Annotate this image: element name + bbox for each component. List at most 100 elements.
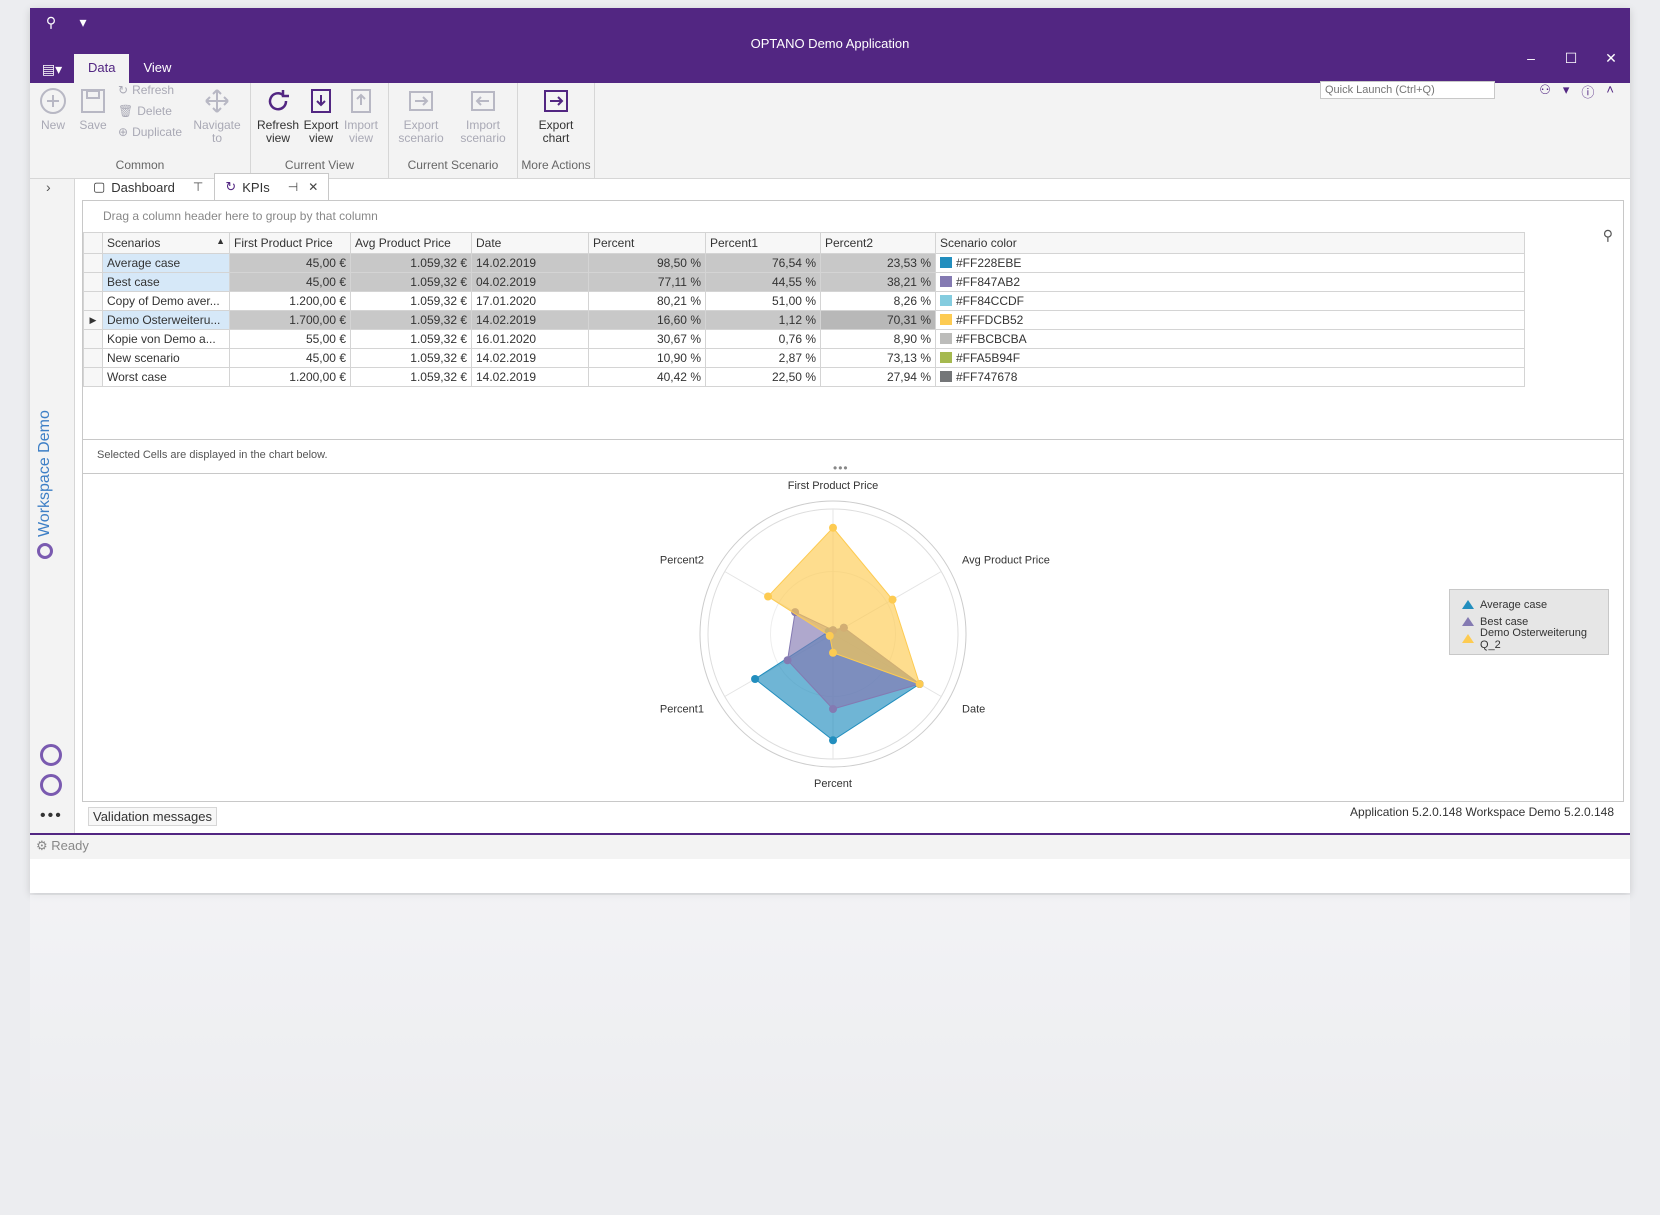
cell-scenario[interactable]: New scenario	[102, 348, 230, 368]
column-header-avg-product-price[interactable]: Avg Product Price	[350, 232, 472, 254]
cell-percent1[interactable]: 22,50 %	[705, 367, 821, 387]
cell-avg-product-price[interactable]: 1.059,32 €	[350, 367, 472, 387]
cell-scenario-color[interactable]: #FFA5B94F	[935, 348, 1525, 368]
export-view-button[interactable]: Export view	[301, 87, 341, 145]
cell-percent2[interactable]: 8,26 %	[820, 291, 936, 311]
cell-percent[interactable]: 40,42 %	[588, 367, 706, 387]
cell-percent1[interactable]: 51,00 %	[705, 291, 821, 311]
column-header-date[interactable]: Date	[471, 232, 589, 254]
search-icon[interactable]: ⚲	[45, 14, 57, 30]
column-header-scenario-color[interactable]: Scenario color	[935, 232, 1525, 254]
cell-first-product-price[interactable]: 1.700,00 €	[229, 310, 351, 330]
table-row[interactable]: ▶ Demo Osterweiteru... 1.700,00 € 1.059,…	[83, 310, 1525, 330]
user-settings-icon[interactable]: ⚇	[1539, 82, 1551, 97]
new-button[interactable]: New	[36, 87, 70, 132]
save-button[interactable]: Save	[76, 87, 110, 132]
cell-scenario-color[interactable]: #FF84CCDF	[935, 291, 1525, 311]
column-header-percent[interactable]: Percent	[588, 232, 706, 254]
dropdown-icon[interactable]: ▾	[1562, 82, 1570, 97]
customize-dropdown-icon[interactable]: ▾	[79, 14, 87, 30]
cell-avg-product-price[interactable]: 1.059,32 €	[350, 348, 472, 368]
cell-avg-product-price[interactable]: 1.059,32 €	[350, 310, 472, 330]
cell-avg-product-price[interactable]: 1.059,32 €	[350, 253, 472, 273]
duplicate-button[interactable]: ⊕ Duplicate	[118, 125, 183, 139]
cell-first-product-price[interactable]: 1.200,00 €	[229, 367, 351, 387]
info-icon[interactable]: ⓘ	[1581, 85, 1595, 100]
cell-date[interactable]: 14.02.2019	[471, 253, 589, 273]
refresh-view-button[interactable]: Refresh view	[255, 87, 301, 145]
export-scenario-button[interactable]: Export scenario	[393, 87, 449, 145]
pin-icon[interactable]: ⊤	[192, 180, 204, 194]
import-view-button[interactable]: Import view	[341, 87, 381, 145]
tab-view[interactable]: View	[143, 60, 172, 75]
column-header-percent1[interactable]: Percent1	[705, 232, 821, 254]
row-selector[interactable]	[83, 291, 103, 311]
cell-date[interactable]: 14.02.2019	[471, 348, 589, 368]
cell-first-product-price[interactable]: 45,00 €	[229, 348, 351, 368]
cell-percent1[interactable]: 76,54 %	[705, 253, 821, 273]
row-selector[interactable]	[83, 367, 103, 387]
cell-first-product-price[interactable]: 1.200,00 €	[229, 291, 351, 311]
row-selector[interactable]	[83, 272, 103, 292]
cell-date[interactable]: 14.02.2019	[471, 310, 589, 330]
cell-percent[interactable]: 16,60 %	[588, 310, 706, 330]
table-row[interactable]: Worst case 1.200,00 € 1.059,32 € 14.02.2…	[83, 367, 1525, 387]
cell-scenario[interactable]: Demo Osterweiteru...	[102, 310, 230, 330]
cell-scenario-color[interactable]: #FFFDCB52	[935, 310, 1525, 330]
table-row[interactable]: Average case 45,00 € 1.059,32 € 14.02.20…	[83, 253, 1525, 273]
collapse-ribbon-icon[interactable]: ˄	[1606, 82, 1614, 97]
row-selector[interactable]	[83, 253, 103, 273]
cell-scenario[interactable]: Copy of Demo aver...	[102, 291, 230, 311]
cell-percent2[interactable]: 27,94 %	[820, 367, 936, 387]
tab-data[interactable]: Data	[74, 54, 130, 83]
cell-scenario-color[interactable]: #FF228EBE	[935, 253, 1525, 273]
more-options-button[interactable]: •••	[40, 807, 63, 824]
cell-scenario-color[interactable]: #FF847AB2	[935, 272, 1525, 292]
cell-scenario[interactable]: Kopie von Demo a...	[102, 329, 230, 349]
import-scenario-button[interactable]: Import scenario	[453, 87, 513, 145]
row-selector[interactable]	[83, 329, 103, 349]
current-row-indicator-icon[interactable]: ▶	[83, 310, 103, 330]
cell-first-product-price[interactable]: 45,00 €	[229, 253, 351, 273]
table-row[interactable]: New scenario 45,00 € 1.059,32 € 14.02.20…	[83, 348, 1525, 368]
cell-avg-product-price[interactable]: 1.059,32 €	[350, 291, 472, 311]
cell-percent[interactable]: 98,50 %	[588, 253, 706, 273]
cell-percent2[interactable]: 8,90 %	[820, 329, 936, 349]
cell-scenario[interactable]: Best case	[102, 272, 230, 292]
splitter-handle[interactable]: •••	[833, 461, 849, 475]
column-header-percent2[interactable]: Percent2	[820, 232, 936, 254]
export-chart-button[interactable]: Export chart	[528, 87, 584, 145]
delete-button[interactable]: 🗑 Delete	[118, 104, 172, 118]
column-header-scenarios[interactable]: Scenarios ▲	[102, 232, 230, 254]
cell-avg-product-price[interactable]: 1.059,32 €	[350, 329, 472, 349]
cell-date[interactable]: 04.02.2019	[471, 272, 589, 292]
close-button[interactable]: ✕	[1605, 50, 1617, 66]
close-tab-icon[interactable]: ✕	[308, 180, 319, 194]
workspace-label[interactable]: Workspace Demo	[36, 359, 54, 559]
cell-first-product-price[interactable]: 45,00 €	[229, 272, 351, 292]
cell-percent2[interactable]: 73,13 %	[820, 348, 936, 368]
cell-percent[interactable]: 77,11 %	[588, 272, 706, 292]
cell-avg-product-price[interactable]: 1.059,32 €	[350, 272, 472, 292]
cell-scenario-color[interactable]: #FF747678	[935, 367, 1525, 387]
validation-messages-tab[interactable]: Validation messages	[88, 807, 217, 826]
workspace-switch-icon[interactable]	[40, 744, 62, 766]
expand-sidebar-button[interactable]: ›	[46, 179, 51, 195]
navigate-to-button[interactable]: Navigate to	[190, 87, 244, 145]
cell-date[interactable]: 14.02.2019	[471, 367, 589, 387]
cell-date[interactable]: 16.01.2020	[471, 329, 589, 349]
quick-launch-input[interactable]	[1320, 81, 1495, 99]
minimize-button[interactable]: –	[1527, 50, 1535, 66]
row-selector[interactable]	[83, 348, 103, 368]
cell-percent[interactable]: 80,21 %	[588, 291, 706, 311]
pin-icon[interactable]: ⊣	[287, 180, 299, 194]
cell-percent2[interactable]: 70,31 %	[820, 310, 936, 330]
column-header-first-product-price[interactable]: First Product Price	[229, 232, 351, 254]
cell-percent2[interactable]: 38,21 %	[820, 272, 936, 292]
cell-percent[interactable]: 30,67 %	[588, 329, 706, 349]
cell-first-product-price[interactable]: 55,00 €	[229, 329, 351, 349]
table-row[interactable]: Kopie von Demo a... 55,00 € 1.059,32 € 1…	[83, 329, 1525, 349]
cell-percent[interactable]: 10,90 %	[588, 348, 706, 368]
cell-percent1[interactable]: 2,87 %	[705, 348, 821, 368]
tab-dashboard[interactable]: ▢ Dashboard ⊤	[93, 179, 204, 195]
